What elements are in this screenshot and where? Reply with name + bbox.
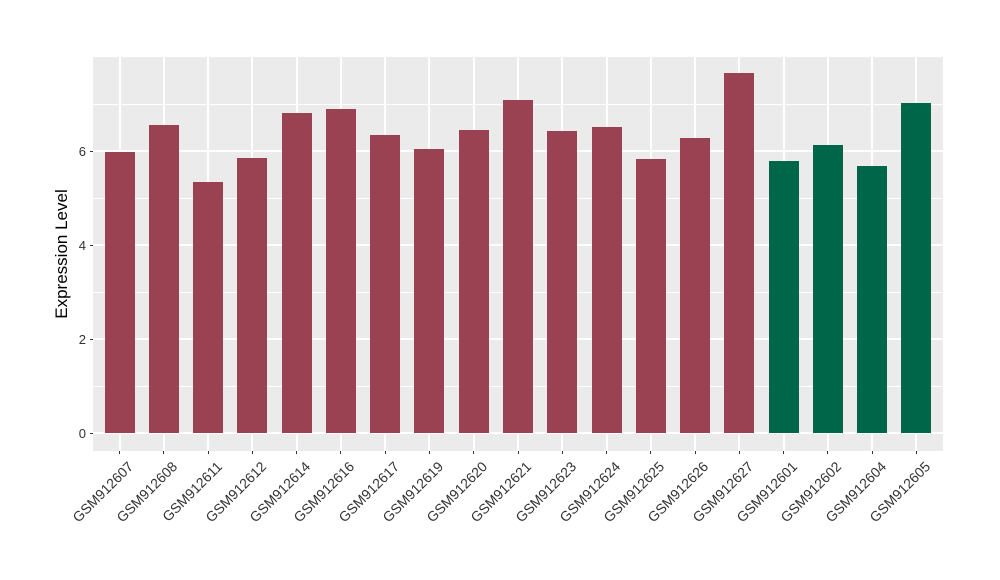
- x-tick-mark: [296, 451, 298, 454]
- bar: [591, 126, 622, 434]
- bar: [148, 125, 179, 434]
- x-tick-mark: [119, 451, 121, 454]
- bar: [547, 131, 578, 434]
- x-tick-mark: [340, 451, 342, 454]
- x-tick-mark: [207, 451, 209, 454]
- x-tick-mark: [915, 451, 917, 454]
- bar: [724, 72, 755, 434]
- x-tick-mark: [783, 451, 785, 454]
- bar: [281, 113, 312, 434]
- x-tick-mark: [871, 451, 873, 454]
- bar: [503, 100, 533, 434]
- bar: [414, 148, 445, 434]
- x-tick-mark: [561, 451, 563, 454]
- y-tick-mark: [90, 338, 93, 340]
- bar: [237, 158, 268, 434]
- y-tick-label: 6: [78, 143, 86, 159]
- x-tick-mark: [827, 451, 829, 454]
- y-tick-mark: [90, 244, 93, 246]
- x-tick-mark: [606, 451, 608, 454]
- plot-panel: [93, 57, 943, 451]
- x-tick-mark: [163, 451, 165, 454]
- x-tick-mark: [251, 451, 253, 454]
- x-tick-mark: [517, 451, 519, 454]
- x-tick-mark: [738, 451, 740, 454]
- bar: [325, 108, 356, 434]
- bar: [901, 102, 932, 434]
- bar: [812, 144, 843, 434]
- x-tick-mark: [428, 451, 430, 454]
- bar: [680, 138, 711, 434]
- y-tick-mark: [90, 150, 93, 152]
- x-tick-mark: [473, 451, 475, 454]
- y-axis-title: Expression Level: [52, 189, 71, 319]
- bar: [193, 182, 224, 434]
- y-tick-label: 0: [78, 425, 86, 441]
- bar: [768, 160, 799, 434]
- x-tick-mark: [650, 451, 652, 454]
- y-tick-label: 2: [78, 331, 86, 347]
- bar: [458, 129, 489, 434]
- bar: [104, 151, 135, 434]
- bar: [370, 134, 401, 434]
- bar: [635, 159, 666, 434]
- x-tick-mark: [694, 451, 696, 454]
- x-tick-mark: [384, 451, 386, 454]
- y-tick-label: 4: [78, 237, 86, 253]
- y-tick-mark: [90, 432, 93, 434]
- bar: [857, 166, 888, 434]
